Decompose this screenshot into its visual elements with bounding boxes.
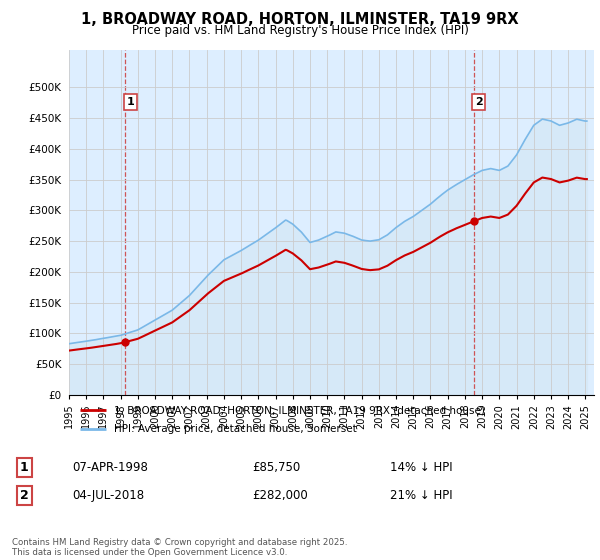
Text: 2: 2 [20,489,28,502]
Text: 1: 1 [127,97,134,107]
Text: 2: 2 [475,97,482,107]
Text: Price paid vs. HM Land Registry's House Price Index (HPI): Price paid vs. HM Land Registry's House … [131,24,469,37]
Text: 04-JUL-2018: 04-JUL-2018 [72,489,144,502]
Text: Contains HM Land Registry data © Crown copyright and database right 2025.
This d: Contains HM Land Registry data © Crown c… [12,538,347,557]
Text: HPI: Average price, detached house, Somerset: HPI: Average price, detached house, Some… [113,424,356,433]
Text: 1, BROADWAY ROAD, HORTON, ILMINSTER, TA19 9RX: 1, BROADWAY ROAD, HORTON, ILMINSTER, TA1… [81,12,519,27]
Text: £282,000: £282,000 [252,489,308,502]
Text: 07-APR-1998: 07-APR-1998 [72,461,148,474]
Text: 21% ↓ HPI: 21% ↓ HPI [390,489,452,502]
Text: £85,750: £85,750 [252,461,300,474]
Text: 1, BROADWAY ROAD, HORTON, ILMINSTER, TA19 9RX (detached house): 1, BROADWAY ROAD, HORTON, ILMINSTER, TA1… [113,405,485,415]
Text: 14% ↓ HPI: 14% ↓ HPI [390,461,452,474]
Text: 1: 1 [20,461,28,474]
